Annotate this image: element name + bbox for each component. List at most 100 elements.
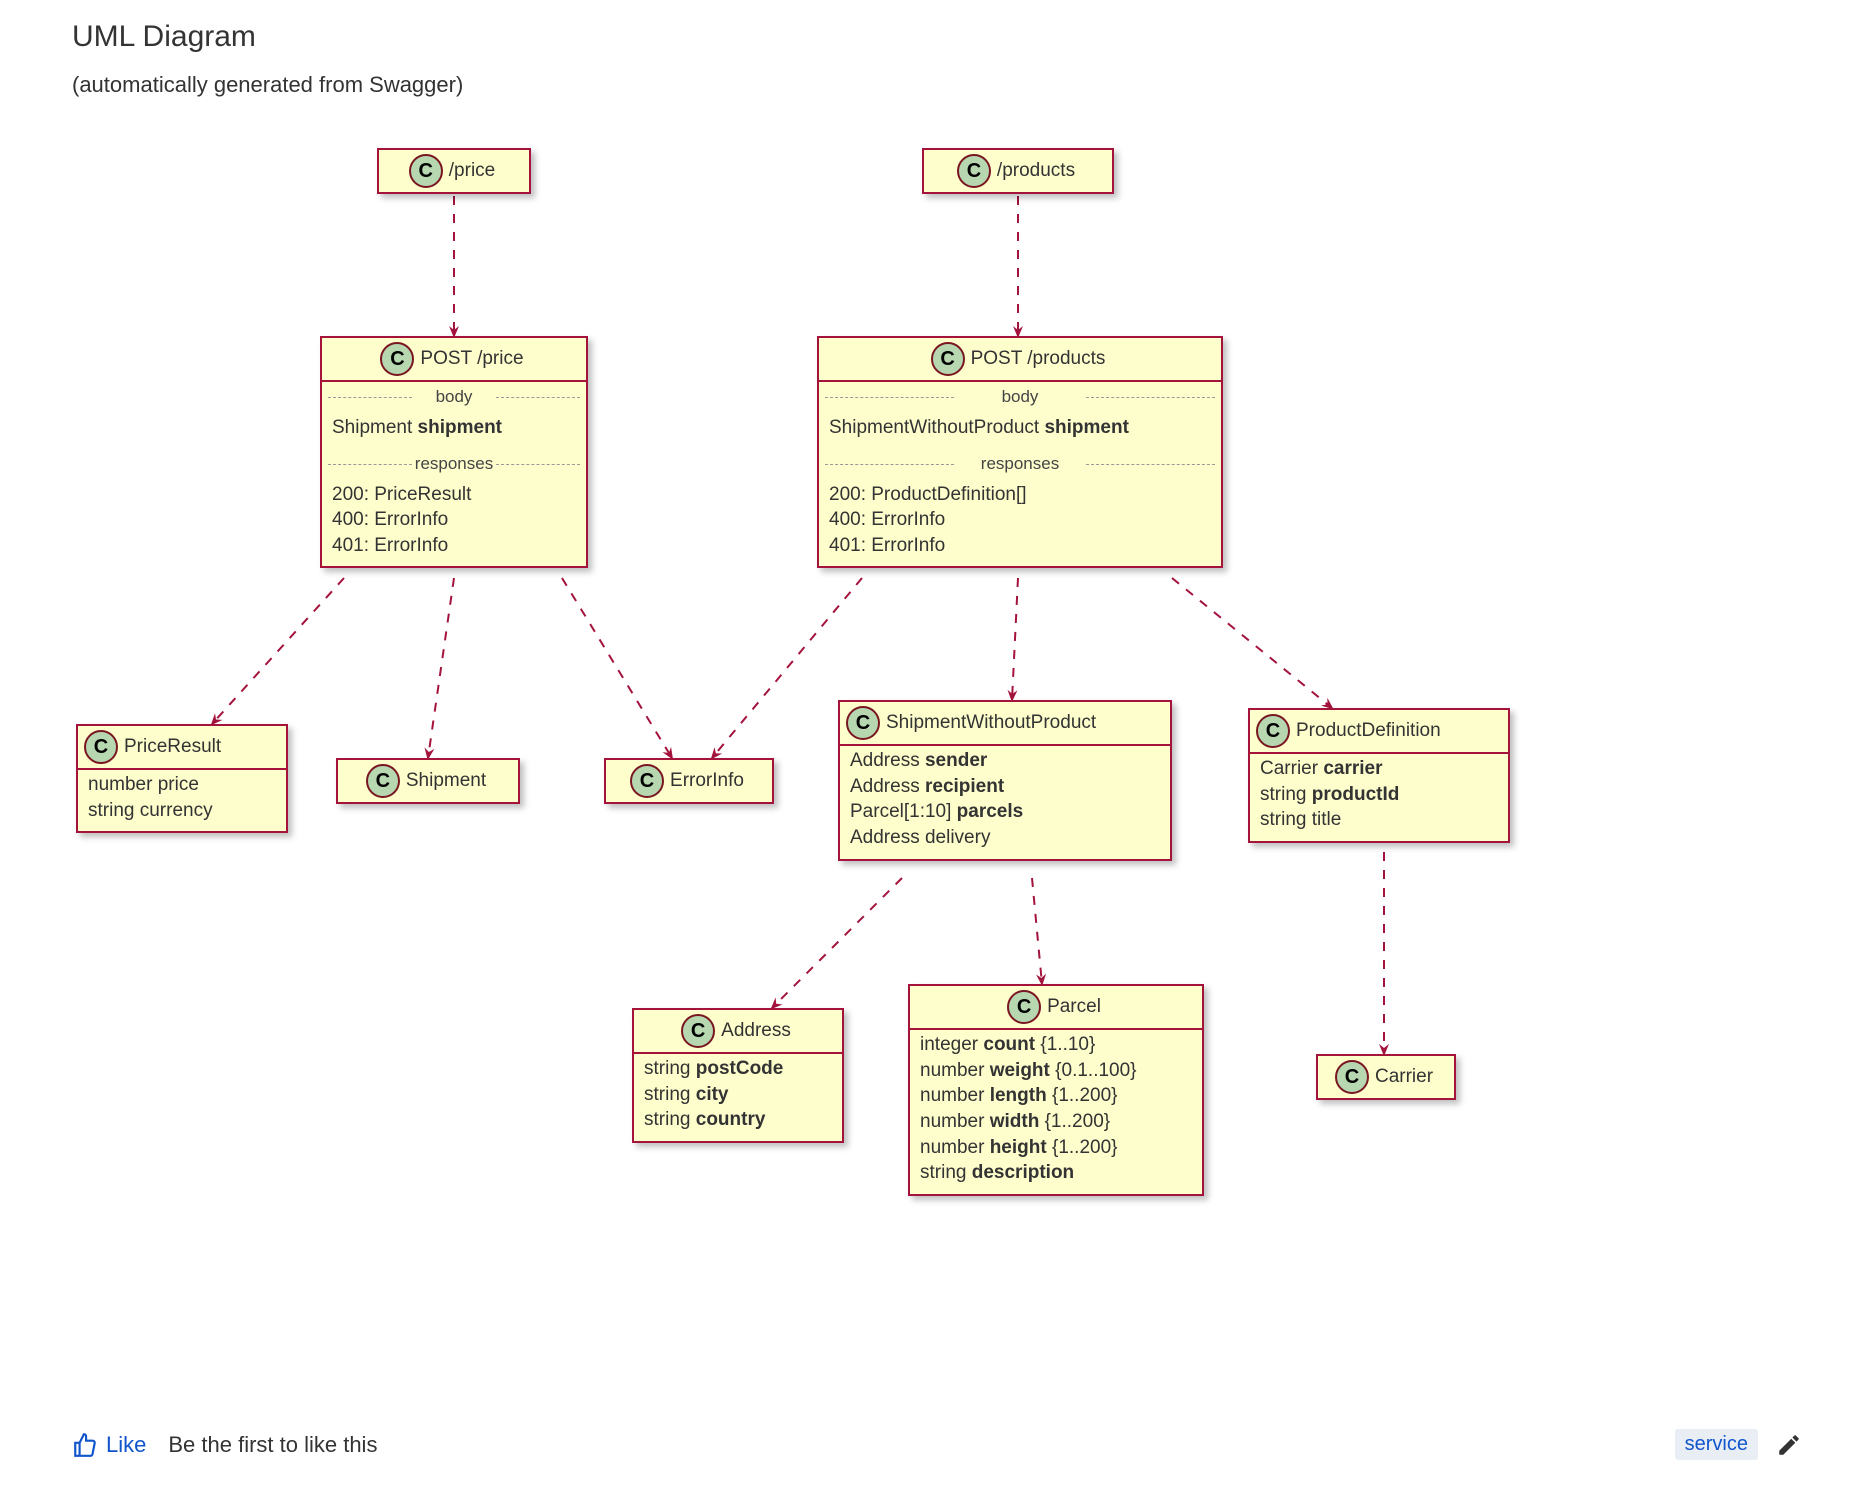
- uml-attribute: number price: [88, 772, 276, 798]
- uml-node-title: POST /products: [971, 346, 1106, 372]
- uml-node-header: C/price: [379, 150, 529, 192]
- uml-attribute: string description: [920, 1160, 1192, 1186]
- uml-node-title: /products: [997, 158, 1075, 184]
- uml-edge: [1032, 878, 1042, 984]
- uml-section-body: 200: ProductDefinition[]400: ErrorInfo40…: [819, 480, 1221, 567]
- uml-section-label: body: [819, 386, 1221, 409]
- page-footer: Like Be the first to like this service: [72, 1429, 1802, 1460]
- uml-node-shipment: CShipment: [336, 758, 520, 804]
- uml-node-title: ShipmentWithoutProduct: [886, 710, 1096, 736]
- uml-attribute-list: Address senderAddress recipientParcel[1:…: [840, 746, 1170, 859]
- class-badge-icon: C: [84, 730, 118, 764]
- class-badge-icon: C: [380, 342, 414, 376]
- uml-attribute: 401: ErrorInfo: [332, 533, 576, 559]
- uml-attribute: number height {1..200}: [920, 1135, 1192, 1161]
- uml-node-error-info: CErrorInfo: [604, 758, 774, 804]
- uml-node-title: ProductDefinition: [1296, 718, 1441, 744]
- uml-attribute: number length {1..200}: [920, 1083, 1192, 1109]
- uml-attribute: 200: ProductDefinition[]: [829, 482, 1211, 508]
- thumbs-up-icon: [72, 1432, 98, 1458]
- uml-node-parcel: CParcelinteger count {1..10}number weigh…: [908, 984, 1204, 1196]
- uml-attribute: 401: ErrorInfo: [829, 533, 1211, 559]
- page-title: UML Diagram: [72, 20, 1778, 54]
- class-badge-icon: C: [630, 764, 664, 798]
- uml-node-title: PriceResult: [124, 734, 221, 760]
- uml-section-label: responses: [322, 453, 586, 476]
- uml-node-header: CParcel: [910, 986, 1202, 1028]
- uml-attribute: string currency: [88, 798, 276, 824]
- class-badge-icon: C: [846, 706, 880, 740]
- uml-edge: [428, 578, 454, 758]
- edit-icon[interactable]: [1776, 1432, 1802, 1458]
- uml-attribute-list: integer count {1..10}number weight {0.1.…: [910, 1030, 1202, 1194]
- uml-node-post-products: CPOST /products body ShipmentWithoutProduc…: [817, 336, 1223, 568]
- uml-section-body: 200: PriceResult400: ErrorInfo401: Error…: [322, 480, 586, 567]
- uml-node-title: POST /price: [420, 346, 523, 372]
- uml-attribute: Address sender: [850, 748, 1160, 774]
- uml-node-header: CCarrier: [1318, 1056, 1454, 1098]
- uml-node-header: C/products: [924, 150, 1112, 192]
- uml-diagram: C/priceC/productsCPOST /pricebodyShipmen…: [72, 138, 1672, 1298]
- class-badge-icon: C: [1256, 714, 1290, 748]
- uml-node-products-root: C/products: [922, 148, 1114, 194]
- uml-node-address: CAddress string postCodestring citystring…: [632, 1008, 844, 1143]
- uml-attribute: Carrier carrier: [1260, 756, 1498, 782]
- uml-attribute: string city: [644, 1082, 832, 1108]
- uml-node-header: CPOST /price: [322, 338, 586, 380]
- uml-attribute: ShipmentWithoutProduct shipment: [829, 415, 1211, 441]
- uml-node-title: Carrier: [1375, 1064, 1433, 1090]
- uml-section-body: ShipmentWithoutProduct shipment: [819, 413, 1221, 449]
- uml-node-title: Address: [721, 1018, 791, 1044]
- uml-node-header: CPriceResult: [78, 726, 286, 768]
- class-badge-icon: C: [681, 1014, 715, 1048]
- tag-service[interactable]: service: [1675, 1429, 1758, 1460]
- class-badge-icon: C: [1335, 1060, 1369, 1094]
- class-badge-icon: C: [1007, 990, 1041, 1024]
- uml-node-header: CPOST /products: [819, 338, 1221, 380]
- uml-attribute-list: number pricestring currency: [78, 770, 286, 831]
- uml-attribute: 200: PriceResult: [332, 482, 576, 508]
- uml-node-price-result: CPriceResultnumber pricestring currency: [76, 724, 288, 833]
- uml-edge: [562, 578, 672, 758]
- uml-section-label: body: [322, 386, 586, 409]
- uml-node-title: Parcel: [1047, 994, 1101, 1020]
- page-subtitle: (automatically generated from Swagger): [72, 72, 1778, 98]
- uml-node-shipment-wo-product: CShipmentWithoutProductAddress senderAdd…: [838, 700, 1172, 861]
- uml-attribute: 400: ErrorInfo: [829, 507, 1211, 533]
- class-badge-icon: C: [409, 154, 443, 188]
- like-label: Like: [106, 1432, 146, 1458]
- uml-attribute: 400: ErrorInfo: [332, 507, 576, 533]
- uml-attribute: Shipment shipment: [332, 415, 576, 441]
- uml-attribute-list: string postCodestring citystring country: [634, 1054, 842, 1141]
- uml-attribute: integer count {1..10}: [920, 1032, 1192, 1058]
- uml-attribute: string country: [644, 1107, 832, 1133]
- uml-attribute: number width {1..200}: [920, 1109, 1192, 1135]
- uml-section-label: responses: [819, 453, 1221, 476]
- uml-node-post-price: CPOST /price body Shipment shipment respons…: [320, 336, 588, 568]
- like-button[interactable]: Like: [72, 1432, 146, 1458]
- uml-attribute: string title: [1260, 807, 1498, 833]
- uml-node-title: Shipment: [406, 768, 486, 794]
- uml-node-price-root: C/price: [377, 148, 531, 194]
- uml-attribute: Address recipient: [850, 774, 1160, 800]
- class-badge-icon: C: [366, 764, 400, 798]
- class-badge-icon: C: [957, 154, 991, 188]
- uml-node-title: /price: [449, 158, 495, 184]
- uml-edge: [772, 878, 902, 1008]
- uml-attribute: number weight {0.1..100}: [920, 1058, 1192, 1084]
- like-blurb: Be the first to like this: [168, 1432, 377, 1458]
- uml-node-header: CShipment: [338, 760, 518, 802]
- uml-section-body: Shipment shipment: [322, 413, 586, 449]
- uml-node-carrier: CCarrier: [1316, 1054, 1456, 1100]
- uml-node-header: CErrorInfo: [606, 760, 772, 802]
- uml-attribute: Address delivery: [850, 825, 1160, 851]
- uml-edge: [212, 578, 344, 724]
- uml-attribute: Parcel[1:10] parcels: [850, 799, 1160, 825]
- uml-node-header: CShipmentWithoutProduct: [840, 702, 1170, 744]
- uml-edge: [1012, 578, 1018, 700]
- uml-node-header: CProductDefinition: [1250, 710, 1508, 752]
- uml-edge: [1172, 578, 1332, 708]
- class-badge-icon: C: [931, 342, 965, 376]
- uml-attribute: string productId: [1260, 782, 1498, 808]
- uml-attribute-list: Carrier carrierstring productIdstring ti…: [1250, 754, 1508, 841]
